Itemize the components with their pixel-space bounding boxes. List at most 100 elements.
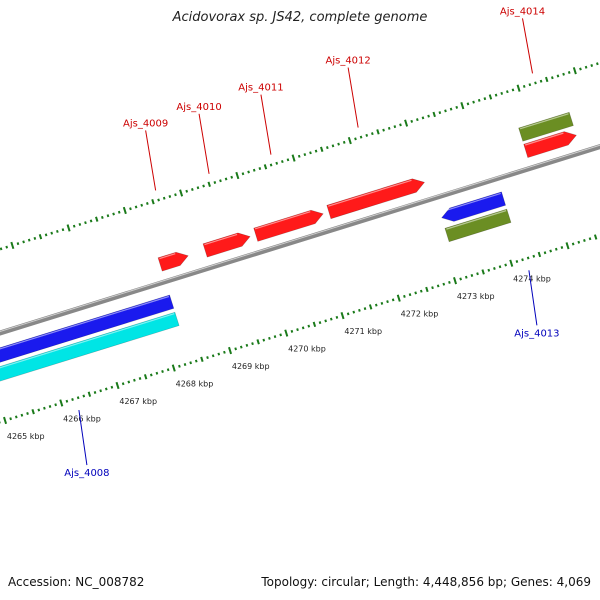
minus-strand-tick: [487, 268, 491, 272]
plus-strand-tick: [309, 151, 312, 155]
minus-strand-tick: [391, 298, 395, 302]
plus-strand-tick: [168, 195, 172, 198]
minus-strand-tick: [99, 389, 102, 393]
plus-strand-tick: [33, 236, 37, 240]
minus-strand-tick: [498, 265, 502, 269]
plus-strand-tick: [500, 91, 504, 95]
plus-strand-tick: [101, 215, 104, 219]
plus-strand-tick: [466, 102, 470, 106]
minus-strand-tick: [104, 387, 108, 391]
gene-label: Ajs_4011: [238, 83, 283, 94]
minus-strand-tick: [340, 311, 345, 320]
minus-strand-tick: [588, 237, 592, 241]
minus-strand-tick: [48, 404, 52, 408]
backbone-line: [0, 144, 600, 336]
minus-strand-tick: [121, 382, 125, 386]
minus-strand-tick: [521, 258, 524, 262]
minus-strand-tick: [374, 303, 378, 307]
feature-plus_other_olive-highlight: [519, 113, 569, 130]
minus-strand-tick: [87, 391, 92, 397]
plus-strand-tick: [291, 154, 296, 162]
plus-strand-tick: [72, 224, 76, 228]
minus-strand-tick: [76, 396, 80, 400]
minus-strand-tick: [262, 338, 266, 342]
minus-strand-tick: [335, 315, 339, 319]
plus-strand-tick: [399, 123, 402, 127]
minus-strand-tick: [408, 293, 412, 297]
feature-plus_other_olive: [518, 111, 574, 142]
plus-strand-tick: [404, 119, 409, 127]
plus-strand-tick: [224, 177, 228, 181]
minus-strand-tick: [476, 272, 479, 276]
minus-strand-tick: [425, 286, 429, 293]
plus-strand-tick: [572, 67, 577, 75]
minus-strand-tick: [537, 251, 542, 258]
minus-strand-tick: [481, 269, 485, 275]
plus-strand-tick: [382, 128, 385, 132]
minus-strand-tick: [82, 394, 86, 398]
plus-strand-tick: [269, 163, 273, 167]
plus-strand-tick: [61, 228, 65, 232]
minus-strand-tick: [149, 373, 153, 377]
plus-strand-tick: [534, 81, 537, 85]
minus-strand-tick: [268, 336, 271, 340]
gene-Ajs_4010-highlight: [204, 233, 238, 246]
minus-strand-tick: [26, 411, 29, 415]
minus-strand-tick: [296, 328, 299, 332]
plus-strand-tick: [27, 238, 31, 242]
callout-line: [522, 18, 533, 74]
plus-strand-tick: [359, 135, 363, 139]
gene-label: Ajs_4010: [176, 102, 221, 113]
gene-label: Ajs_4009: [123, 118, 168, 129]
plus-strand-tick: [354, 137, 357, 141]
minus-strand-tick: [3, 416, 8, 425]
gene-Ajs_4008-highlight: [0, 295, 170, 350]
callout-line: [528, 270, 538, 326]
minus-strand-tick: [256, 339, 260, 345]
plus-strand-tick: [151, 199, 155, 205]
plus-strand-tick: [0, 247, 3, 251]
plus-strand-tick: [444, 109, 447, 113]
plus-strand-tick: [112, 212, 115, 216]
callout-line: [78, 410, 88, 466]
minus-strand-tick: [93, 391, 97, 394]
plus-strand-tick: [567, 70, 571, 74]
axis-tick-label: 4273 kbp: [457, 292, 495, 301]
gene-Ajs_4014: [523, 131, 577, 158]
plus-strand-tick: [281, 160, 284, 164]
plus-strand-tick: [579, 67, 582, 71]
plus-strand-tick: [16, 242, 20, 246]
minus-strand-tick: [171, 364, 176, 372]
minus-strand-tick: [183, 363, 187, 367]
plus-strand-tick: [56, 229, 59, 233]
minus-strand-tick: [583, 239, 586, 243]
gene-label: Ajs_4013: [514, 328, 559, 339]
gene-Ajs_4012: [326, 178, 426, 220]
gene-label: Ajs_4012: [325, 56, 370, 67]
minus-strand-tick: [31, 409, 35, 415]
plus-strand-tick: [286, 158, 290, 162]
plus-strand-tick: [213, 181, 217, 185]
gene-Ajs_4013-highlight: [440, 192, 501, 213]
plus-strand-tick: [365, 133, 369, 137]
plus-strand-tick: [590, 63, 594, 67]
plus-strand-tick: [371, 132, 374, 136]
minus-strand-tick: [565, 242, 570, 250]
plus-strand-tick: [337, 142, 340, 146]
minus-strand-tick: [54, 403, 57, 407]
minus-strand-tick: [549, 249, 552, 253]
plus-strand-tick: [207, 181, 211, 187]
axis-tick-label: 4265 kbp: [7, 432, 45, 441]
minus-strand-tick: [504, 263, 507, 267]
axis-tick-label: 4272 kbp: [401, 310, 439, 319]
gene-Ajs_4012-highlight: [328, 179, 412, 207]
plus-strand-tick: [320, 146, 324, 153]
minus-strand-tick: [133, 378, 136, 382]
minus-strand-tick: [593, 234, 598, 240]
plus-strand-tick: [174, 193, 177, 197]
minus-strand-tick: [20, 413, 24, 417]
plus-strand-tick: [66, 224, 71, 232]
plus-strand-tick: [545, 76, 549, 83]
plus-strand-tick: [241, 172, 245, 176]
topology-text: Topology: circular; Length: 4,448,856 bp…: [261, 575, 591, 589]
